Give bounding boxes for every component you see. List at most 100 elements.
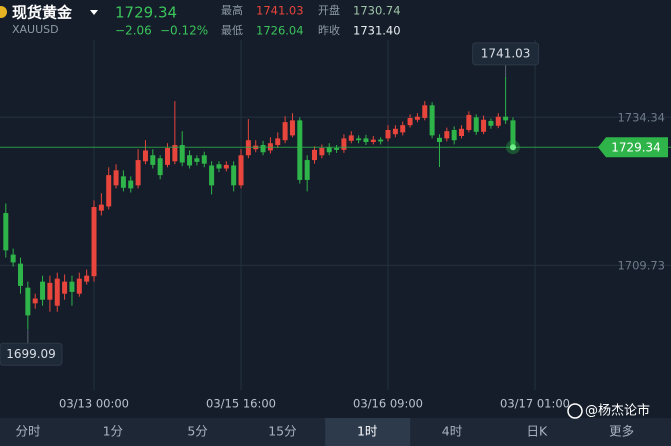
candle-body [32,298,38,304]
symbol: XAUUSD [12,23,59,36]
dropdown-arrow[interactable] [90,10,98,15]
max-label-box [472,42,540,66]
stat-label: 最低 [221,24,243,37]
candle-body [488,120,494,126]
tab[interactable]: 日K [526,424,548,439]
candle-body [407,117,413,126]
candle-body [157,158,163,176]
instrument-name[interactable]: 现货黄金 [12,4,73,22]
candle-body [356,138,362,141]
candle-body [334,148,340,150]
candle-body [120,176,126,188]
candle-body [444,131,450,139]
tab[interactable]: 更多 [609,424,634,439]
candle-body [209,165,215,186]
candle-body [165,148,171,165]
tab-selected [325,418,411,446]
candle-body [466,114,472,130]
price-tag [598,137,668,158]
x-tick-label: 03/13 00:00 [59,397,129,411]
candle-body [216,164,222,169]
min-label-box [0,342,63,366]
candle-body [312,149,318,161]
price: 1729.34 [115,4,177,22]
tab[interactable]: 1时 [357,424,378,439]
price-dot [509,144,516,151]
candle-body [297,120,303,180]
candle-body [473,117,479,132]
candle-body [378,139,384,142]
tab[interactable]: 5分 [187,424,207,439]
candle-body [245,140,251,156]
candle-body [319,148,325,156]
candle-body [385,129,391,139]
plot: 1734.34 1709.73 03/13 00:00 03/15 16:00 03/1… [0,40,671,411]
price-tag-label: 1729.34 [611,141,661,155]
min-label: 1699.09 [6,347,56,361]
candle-body [436,137,442,143]
candle-body [495,116,501,126]
candle-body [238,155,244,186]
candle-body [429,105,435,136]
y-tick-label: 1709.73 [617,259,665,273]
change: −2.06 [115,24,152,38]
candle-body [341,138,347,150]
candle-body [348,135,354,141]
candle-body [142,150,148,162]
candle-body [370,139,376,143]
gold-icon [0,6,7,18]
candle-body [223,164,229,169]
candle-body [69,281,75,292]
tab[interactable]: 15分 [268,424,296,439]
tab[interactable]: 1分 [103,424,123,439]
candle-body [481,119,487,132]
candle-body [150,155,156,165]
candle-body [275,138,281,146]
candle-body [18,263,24,286]
candle-body [3,213,9,251]
stat-value: 1730.74 [353,4,401,18]
candle-body [422,105,428,118]
change-pct: −0.12% [160,24,208,38]
candle-body [76,278,82,294]
candle-body [25,287,31,316]
candle-body [172,145,178,162]
candle-body [503,116,509,121]
candle-body [326,147,332,153]
candle-body [304,160,310,180]
stat-label: 昨收 [318,23,340,37]
candle-body [91,207,97,277]
x-tick-label: 03/16 09:00 [353,397,423,411]
candle-body [289,120,295,136]
candle-body [400,125,406,133]
watermark: @杨杰论市 [585,403,650,419]
candle-body [260,145,266,153]
candle-body [451,129,457,141]
candle-body [179,145,185,163]
candle-body [62,281,68,294]
stat-label: 最高 [221,3,243,17]
stat-value: 1741.03 [256,4,304,18]
candle-body [414,116,420,120]
candle-body [40,281,46,300]
candle-body [106,175,112,207]
candle-body [201,155,207,164]
candle-body [510,120,516,148]
candle-body [231,165,237,186]
max-label: 1741.03 [481,46,531,60]
tab[interactable]: 分时 [15,424,41,439]
candle-body [282,122,288,141]
y-tick-label: 1734.34 [617,111,665,125]
candle-body [47,282,53,300]
x-tick-label: 03/15 16:00 [206,397,276,411]
candle-body [98,204,104,211]
candle-body [10,254,16,263]
candle-body [187,155,193,166]
tab[interactable]: 4时 [442,424,463,439]
watermark-icon [567,403,583,419]
candle-body [363,138,369,143]
stat-label: 开盘 [318,3,340,17]
